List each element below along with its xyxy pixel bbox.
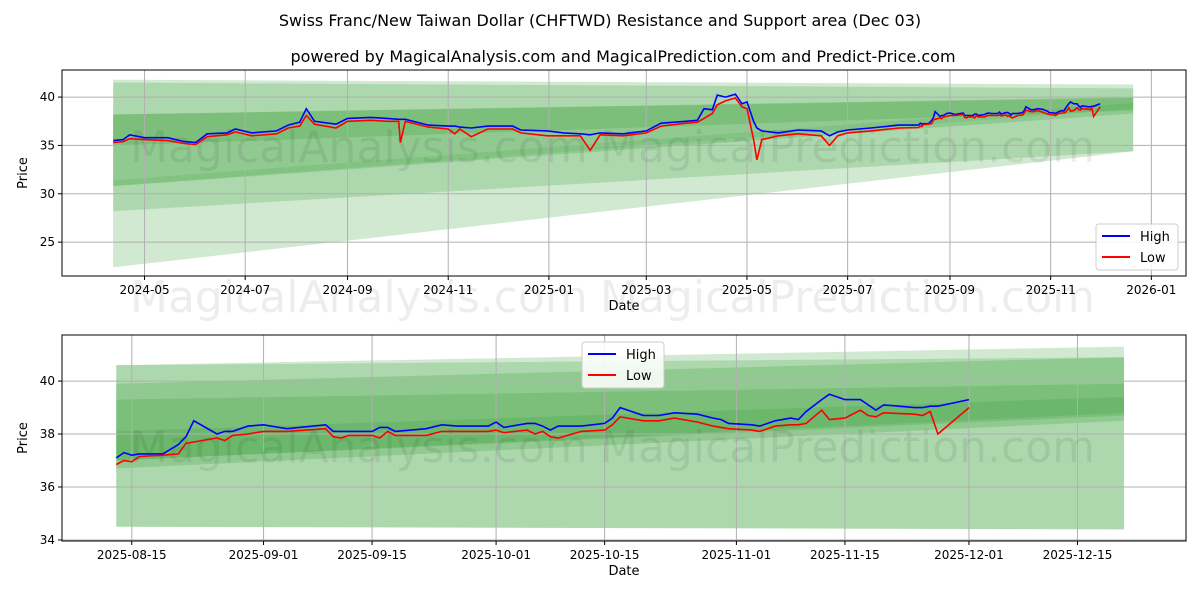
x-tick-label: 2025-11-15	[810, 548, 880, 562]
legend-label-low: Low	[1140, 251, 1166, 266]
x-tick-label: 2024-11	[423, 283, 473, 297]
low-series-line	[115, 406, 970, 466]
plot-frame	[61, 334, 1187, 542]
x-tick-label: 2025-08-15	[97, 548, 167, 562]
high-series-line	[113, 93, 1101, 144]
support-resistance-band	[116, 383, 1124, 461]
x-tick-label: 2025-03	[621, 283, 671, 297]
legend-label-low: Low	[626, 369, 652, 384]
support-resistance-band	[113, 98, 1134, 146]
x-tick-label: 2025-05	[722, 283, 772, 297]
top-plot: 25 30 35 40 2024-05 2024-07 2024-09 2024-11 2025…	[16, 69, 1187, 323]
y-tick-label: 30	[40, 187, 55, 201]
support-resistance-band	[116, 357, 1124, 469]
high-series-line	[115, 393, 970, 459]
x-tick-label: 2025-09	[925, 283, 975, 297]
support-resistance-band	[116, 396, 1124, 461]
y-tick-label: 25	[40, 235, 55, 249]
bottom-plot: 34 36 38 40 2025-08-15 2025-09-01 2025-09-15 20…	[16, 334, 1187, 579]
y-tick-label: 40	[40, 90, 55, 104]
watermark: MagicalAnalysis.com	[130, 422, 588, 473]
x-tick-label: 2025-10-01	[461, 548, 531, 562]
chart-title: Swiss Franc/New Taiwan Dollar (CHFTWD) R…	[279, 11, 921, 30]
support-resistance-band	[116, 357, 1124, 530]
y-tick-label: 40	[40, 374, 55, 388]
support-resistance-band	[113, 97, 1134, 187]
y-tick-label: 35	[40, 138, 55, 152]
x-axis-label: Date	[608, 564, 639, 579]
y-axis-label: Price	[16, 422, 31, 454]
x-tick-label: 2026-01	[1126, 283, 1176, 297]
watermark: MagicalAnalysis.com	[130, 272, 588, 323]
support-resistance-band	[116, 346, 1124, 530]
support-resistance-band	[113, 102, 1134, 187]
watermark: MagicalAnalysis.com	[130, 122, 588, 173]
plot-frame	[61, 69, 1187, 277]
x-tick-label: 2024-05	[119, 283, 169, 297]
x-tick-label: 2025-12-01	[934, 548, 1004, 562]
x-tick-label: 2025-09-15	[337, 548, 407, 562]
legend: High Low	[581, 341, 665, 389]
support-resistance-band	[113, 82, 1134, 212]
x-tick-label: 2025-09-01	[229, 548, 299, 562]
y-tick-label: 34	[40, 533, 55, 547]
x-tick-label: 2025-01	[524, 283, 574, 297]
watermark: MagicalPrediction.com	[600, 422, 1095, 473]
chart-subtitle: powered by MagicalAnalysis.com and Magic…	[290, 47, 955, 66]
y-axis-label: Price	[16, 157, 31, 189]
x-axis-label: Date	[608, 299, 639, 314]
watermark: MagicalPrediction.com	[600, 272, 1095, 323]
legend-label-high: High	[1140, 230, 1170, 245]
x-tick-label: 2025-07	[823, 283, 873, 297]
low-series-line	[113, 97, 1101, 161]
y-tick-label: 38	[40, 427, 55, 441]
x-tick-label: 2025-10-15	[570, 548, 640, 562]
x-tick-label: 2025-12-15	[1043, 548, 1113, 562]
x-tick-label: 2025-11-01	[702, 548, 772, 562]
x-tick-label: 2024-09	[322, 283, 372, 297]
legend-label-high: High	[626, 348, 656, 363]
x-tick-label: 2025-11	[1026, 283, 1076, 297]
y-tick-label: 36	[40, 480, 55, 494]
legend: High Low	[1095, 223, 1179, 271]
x-tick-label: 2024-07	[220, 283, 270, 297]
